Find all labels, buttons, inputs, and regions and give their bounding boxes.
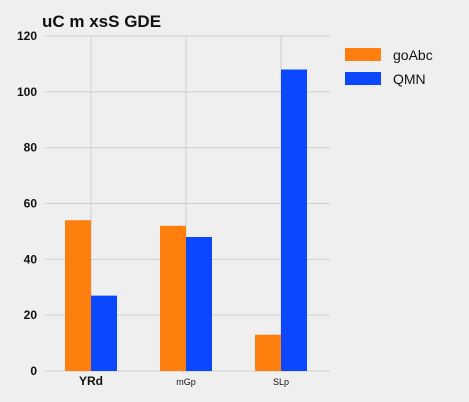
legend-label-qmn: QMN — [393, 71, 426, 87]
x-tick-label-slp: SLp — [273, 377, 289, 387]
bar-qmn-slp — [281, 69, 307, 371]
y-tick-label-80: 80 — [24, 141, 38, 155]
legend-swatch-goabc — [345, 48, 381, 61]
bar-goabc-slp — [255, 334, 281, 371]
bar-goabc-mgp — [160, 225, 186, 371]
chart-title: uC m xsS GDE — [42, 12, 161, 31]
y-tick-label-20: 20 — [24, 308, 38, 322]
x-tick-label-mgp: mGp — [176, 377, 196, 387]
y-tick-label-0: 0 — [30, 364, 37, 378]
bar-qmn-yrd — [91, 295, 117, 371]
bar-qmn-mgp — [186, 237, 212, 371]
legend-swatch-qmn — [345, 72, 381, 85]
y-tick-label-120: 120 — [17, 29, 37, 43]
x-tick-label-yrd: YRd — [79, 374, 103, 388]
x-axis-ticks: YRd mGp SLp — [79, 374, 289, 388]
bar-goabc-yrd — [65, 220, 91, 371]
y-tick-label-100: 100 — [17, 85, 37, 99]
y-tick-label-60: 60 — [24, 197, 38, 211]
legend-label-goabc: goAbc — [393, 47, 433, 63]
y-tick-label-40: 40 — [24, 252, 38, 266]
legend: goAbc QMN — [345, 47, 433, 87]
y-axis-ticks: 0 20 40 60 80 100 120 — [17, 29, 37, 378]
bars — [65, 69, 307, 371]
